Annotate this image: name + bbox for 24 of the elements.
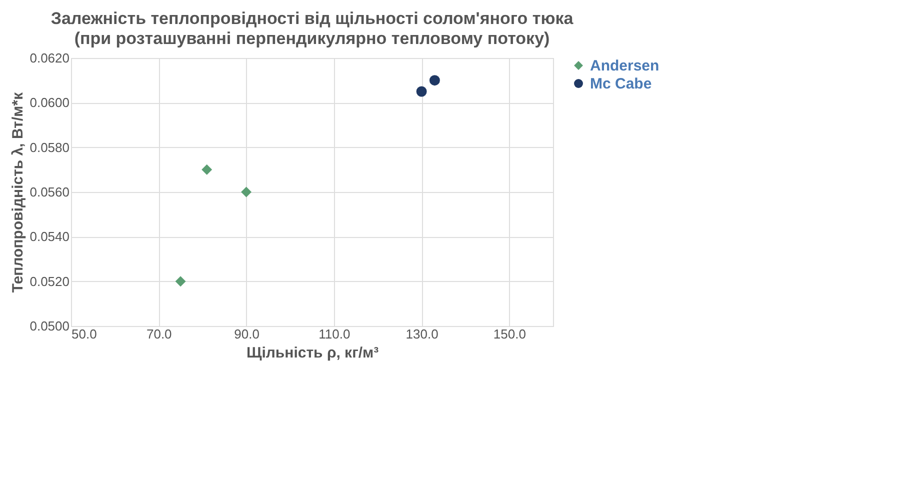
chart-title: Залежність теплопровідності від щільності солом'яного тюка xyxy=(50,9,574,28)
y-axis-title: Теплопровідність λ, Вт/м*к xyxy=(10,92,27,293)
y-tick-label: 0.0600 xyxy=(30,95,70,110)
y-tick-label: 0.0500 xyxy=(30,318,70,334)
y-tick-label: 0.0620 xyxy=(30,50,70,66)
x-tick-label: 70.0 xyxy=(146,326,172,342)
point xyxy=(175,276,186,287)
x-axis-title: Щільність ρ, кг/м³ xyxy=(246,344,379,362)
point xyxy=(202,164,212,175)
point xyxy=(429,75,440,86)
y-tick-label: 0.0520 xyxy=(30,274,70,289)
legend-label: Mc Cabe xyxy=(590,76,652,92)
legend-label: Andersen xyxy=(590,58,660,74)
x-tick-label: 50.0 xyxy=(72,326,97,342)
y-tick-label: 0.0580 xyxy=(30,140,70,155)
point xyxy=(416,86,427,97)
x-tick-label: 130.0 xyxy=(406,326,438,342)
x-tick-label: 110.0 xyxy=(318,326,350,342)
x-tick-label: 90.0 xyxy=(234,326,260,342)
y-tick-label: 0.0560 xyxy=(30,184,70,200)
chart-subtitle: (при розташуванні перпендикулярно тепловому потоку) xyxy=(74,29,550,48)
point xyxy=(241,186,252,198)
y-tick-label: 0.0540 xyxy=(30,229,70,244)
x-tick-label: 150.0 xyxy=(493,326,526,342)
